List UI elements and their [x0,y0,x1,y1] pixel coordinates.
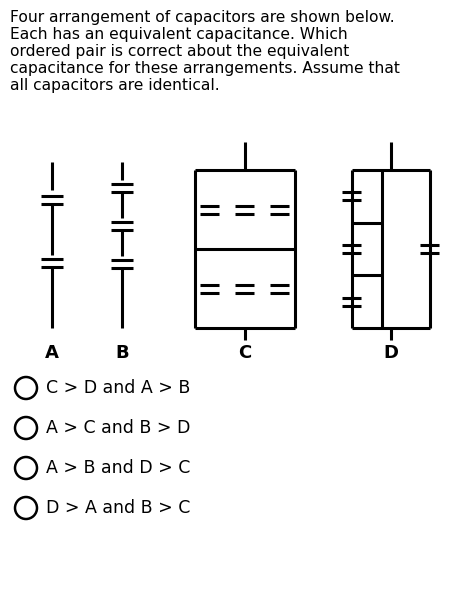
Text: Each has an equivalent capacitance. Which: Each has an equivalent capacitance. Whic… [10,27,348,42]
Text: B: B [115,344,129,362]
Text: C > D and A > B: C > D and A > B [46,379,191,397]
Text: A: A [45,344,59,362]
Text: A > B and D > C: A > B and D > C [46,459,191,477]
Text: capacitance for these arrangements. Assume that: capacitance for these arrangements. Assu… [10,61,400,76]
Text: D > A and B > C: D > A and B > C [46,499,191,517]
Text: D: D [383,344,399,362]
Text: A > C and B > D: A > C and B > D [46,419,191,437]
Text: all capacitors are identical.: all capacitors are identical. [10,78,219,93]
Text: C: C [238,344,252,362]
Text: ordered pair is correct about the equivalent: ordered pair is correct about the equiva… [10,44,349,59]
Text: Four arrangement of capacitors are shown below.: Four arrangement of capacitors are shown… [10,10,395,25]
